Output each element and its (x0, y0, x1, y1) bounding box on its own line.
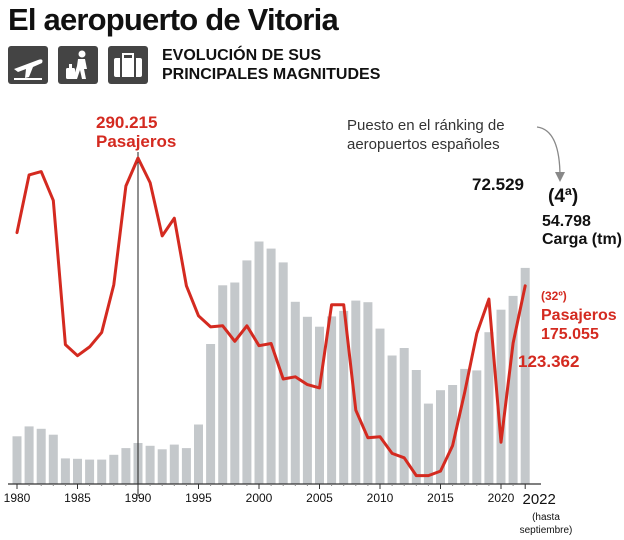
last-year-note-line-1: (hasta (532, 512, 560, 523)
cargo-bar-1985 (73, 458, 82, 484)
cargo-bar-1984 (60, 458, 70, 484)
passengers-peak-annotation: 290.215 Pasajeros (96, 113, 176, 151)
x-tick-label-2010: 2010 (367, 491, 394, 505)
cargo-bar-1986 (85, 459, 95, 484)
cargo-bar-1980 (12, 436, 22, 484)
cargo-current-label: Carga (tm) (542, 231, 623, 248)
cargo-bar-2008 (351, 300, 361, 484)
cargo-bar-2005 (315, 326, 324, 484)
cargo-current-value: 54.798 (542, 213, 591, 230)
ranking-note: Puesto en el ránking de aeropuertos espa… (347, 116, 505, 154)
cargo-max-value: 72.529 (472, 175, 524, 194)
cargo-bar-2003 (290, 301, 300, 484)
cargo-bar-2000 (254, 241, 264, 484)
x-tick-label-2000: 2000 (246, 491, 273, 505)
cargo-bar-1997 (218, 285, 228, 484)
x-tick-label-2015: 2015 (427, 491, 454, 505)
x-axis-ticks: 1980 1985 1990 1995 2000 2005 2010 2015 2020 2022… (4, 484, 573, 536)
cargo-bar-1999 (242, 260, 252, 484)
cargo-bars (12, 241, 530, 484)
cargo-bar-2004 (302, 316, 312, 484)
page-title: El aeropuerto de Vitoria (8, 2, 339, 37)
passengers-line (15, 156, 527, 478)
last-year-note-line-2: septiembre) (520, 525, 573, 536)
cargo-bar-2015 (436, 390, 445, 484)
passengers-current-label: Pasajeros (541, 307, 617, 324)
cargo-rank: (4ª) (548, 186, 579, 207)
cargo-bar-2011 (387, 355, 397, 484)
cargo-bar-1982 (36, 428, 46, 484)
cargo-bar-1996 (206, 344, 216, 484)
airplane-icon (8, 46, 48, 84)
cargo-bar-1991 (145, 445, 155, 484)
cargo-bar-2001 (266, 248, 276, 484)
suitcase-icon (108, 46, 148, 84)
ranking-note-line-2: aeropuertos españoles (347, 136, 500, 153)
cargo-bar-2017 (460, 368, 470, 484)
cargo-bar-1987 (97, 459, 107, 484)
x-tick-label-1985: 1985 (64, 491, 91, 505)
cargo-bar-1988 (109, 454, 119, 484)
x-tick-label-2022: 2022 (523, 491, 556, 508)
passengers-current-annotation: (32º) Pasajeros 175.055 (541, 287, 617, 344)
x-tick-label-2020: 2020 (488, 491, 515, 505)
chart-subtitle: EVOLUCIÓN DE SUS PRINCIPALES MAGNITUDES (162, 46, 380, 84)
cargo-bar-2019 (484, 332, 494, 484)
cargo-bar-1983 (48, 434, 58, 484)
x-tick-label-2005: 2005 (306, 491, 333, 505)
rank-note-arrowhead (555, 172, 565, 182)
cargo-bar-2014 (423, 403, 433, 484)
cargo-bar-1981 (24, 426, 34, 484)
ranking-note-line-1: Puesto en el ránking de (347, 117, 505, 134)
cargo-bar-2013 (411, 370, 421, 484)
cargo-bar-2016 (448, 385, 458, 484)
cargo-bar-2007 (339, 310, 349, 484)
cargo-bar-2018 (472, 370, 482, 484)
cargo-current-annotation: 54.798 Carga (tm) (542, 213, 622, 249)
cargo-bar-2006 (327, 316, 337, 484)
cargo-bar-2021 (508, 295, 518, 484)
cargo-bar-2012 (399, 348, 409, 484)
cargo-bar-1994 (181, 448, 191, 484)
passengers-current-value: 175.055 (541, 326, 599, 343)
passengers-rank: (32º) (541, 289, 567, 303)
cargo-bar-1992 (157, 449, 167, 484)
cargo-bar-1993 (169, 444, 179, 484)
x-tick-label-1980: 1980 (4, 491, 31, 505)
cargo-bar-2020 (496, 309, 506, 484)
cargo-bar-2010 (375, 328, 385, 484)
cargo-bar-2002 (278, 262, 288, 484)
cargo-bar-2022 (520, 267, 530, 484)
passengers-peak-label: Pasajeros (96, 132, 177, 151)
x-tick-label-1995: 1995 (185, 491, 212, 505)
passengers-peak-value: 290.215 (96, 113, 158, 132)
subtitle-line-2: PRINCIPALES MAGNITUDES (162, 66, 381, 83)
cargo-bar-1998 (230, 282, 240, 484)
traveler-icon (58, 46, 98, 84)
x-tick-label-1990: 1990 (125, 491, 152, 505)
passengers-2021-value: 123.362 (518, 352, 580, 371)
subtitle-line-1: EVOLUCIÓN DE SUS (162, 47, 322, 64)
cargo-bar-1989 (121, 448, 131, 484)
cargo-bar-1995 (194, 424, 203, 484)
rank-note-arrow (536, 126, 561, 178)
cargo-bar-2009 (363, 302, 373, 484)
